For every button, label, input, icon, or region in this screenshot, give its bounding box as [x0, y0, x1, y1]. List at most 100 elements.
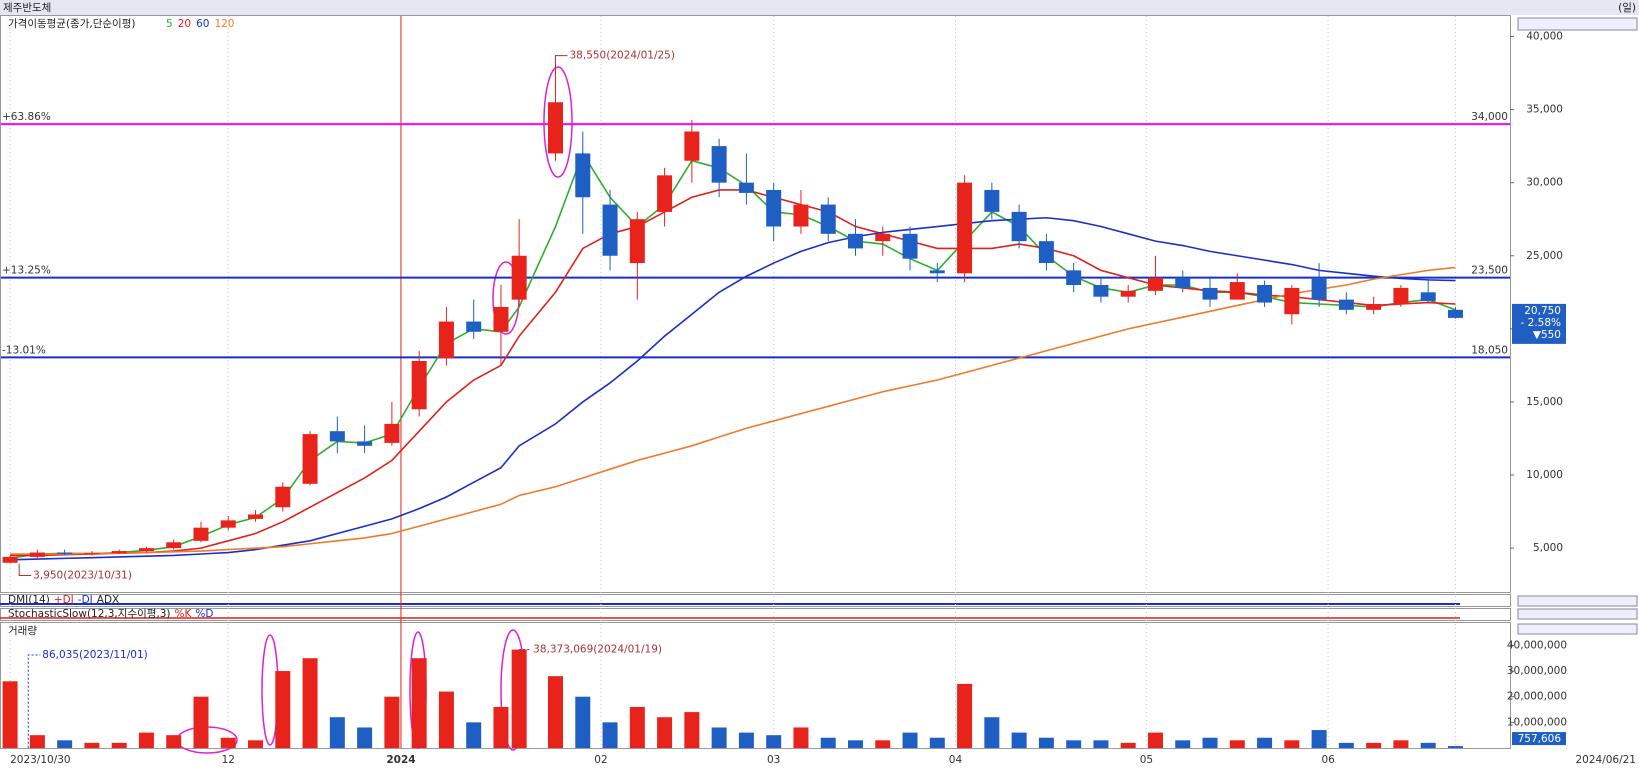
candle-body — [820, 204, 836, 234]
candle-body — [1202, 287, 1218, 300]
candle-body — [875, 233, 891, 242]
y-tick-label: 10,000 — [1526, 469, 1563, 481]
volume-bar — [1420, 742, 1436, 748]
volume-bar — [1147, 732, 1163, 748]
moving-average — [10, 216, 1456, 561]
candle-body — [602, 204, 618, 256]
volume-bar — [138, 732, 154, 748]
candle-body — [248, 514, 264, 519]
reference-label: 34,000 — [1471, 111, 1508, 123]
candle-body — [511, 255, 527, 300]
panel-buttons[interactable] — [1517, 608, 1638, 620]
title-bar — [0, 0, 1639, 15]
candle-body — [193, 527, 209, 541]
window-buttons[interactable] — [1517, 17, 1638, 635]
x-tick-label: 2024 — [386, 754, 415, 766]
volume-bar — [820, 737, 836, 748]
volume-bar — [1284, 740, 1300, 748]
candle-body — [84, 553, 100, 555]
reference-label: 23,500 — [1471, 265, 1508, 277]
candle-body — [1093, 284, 1109, 297]
volume-bar — [329, 717, 345, 748]
volume-bar — [493, 706, 509, 748]
volume-bar — [384, 696, 400, 748]
x-tick-label: 03 — [767, 754, 780, 766]
volume-bar — [1393, 740, 1409, 748]
candle-body — [1393, 287, 1409, 304]
volume-bar — [1093, 740, 1109, 748]
candle-body — [738, 182, 754, 193]
price-panel — [0, 15, 1511, 593]
volume-bar — [984, 717, 1000, 748]
candle-body — [1066, 270, 1082, 285]
candle-body — [847, 233, 863, 249]
x-tick-label: 06 — [1322, 754, 1336, 766]
panel-buttons[interactable] — [1517, 623, 1638, 635]
panel-buttons[interactable] — [1517, 595, 1638, 607]
volume-bar — [1120, 742, 1136, 748]
annotation: 3,950(2023/10/31) — [33, 569, 132, 581]
last-change: - 2.58% — [1521, 317, 1562, 329]
candle-body — [466, 321, 482, 332]
annotation-leader — [27, 654, 41, 748]
volume-bar — [847, 740, 863, 748]
last-price: 20,750 — [1524, 305, 1561, 317]
volume-bar — [738, 732, 754, 748]
last-price-box — [1512, 303, 1566, 344]
candle-body — [1175, 277, 1191, 288]
volume-bar — [929, 737, 945, 748]
volume-bar — [575, 696, 591, 748]
volume-bar — [1066, 740, 1082, 748]
candle-body — [438, 321, 454, 359]
annotation-leader — [18, 563, 32, 576]
volume-bar — [548, 676, 564, 748]
candle-body — [493, 306, 509, 332]
panel-title: StochasticSlow(12,3,지수이평,3) — [8, 608, 171, 620]
candle-body — [793, 204, 809, 227]
y-tick-label: 20,000,000 — [1507, 691, 1567, 703]
candle-body — [166, 542, 182, 549]
annotation-leader — [555, 55, 568, 58]
volume-bar — [1202, 737, 1218, 748]
volume-bar — [438, 691, 454, 748]
candle-body — [657, 175, 673, 212]
volume-bar — [1338, 742, 1354, 748]
volume-bar — [602, 722, 618, 748]
y-tick-label: 40,000,000 — [1507, 639, 1567, 651]
panel-buttons[interactable] — [1517, 17, 1638, 31]
volume-bar — [275, 671, 291, 748]
x-tick-label: 05 — [1140, 754, 1153, 766]
candle-body — [929, 270, 945, 274]
x-tick-label: 2023/10/30 — [10, 754, 71, 766]
volume-bar — [766, 735, 782, 748]
volume-bar — [111, 742, 127, 748]
volume-bar — [1366, 742, 1382, 748]
annotation: 86,035(2023/11/01) — [42, 649, 147, 661]
volume-bar — [220, 737, 236, 748]
panel-legend: %K — [175, 608, 193, 620]
y-tick-label: 30,000,000 — [1507, 665, 1567, 677]
reference-pct: -13.01% — [2, 344, 46, 356]
candle-body — [138, 548, 154, 552]
candle-body — [1120, 290, 1136, 297]
reference-pct: +13.25% — [2, 265, 51, 277]
volume-bar — [411, 658, 427, 748]
candle-body — [1229, 282, 1245, 300]
legend-entry: 120 — [214, 18, 234, 30]
volume-bar — [29, 735, 45, 748]
panel-legend: %D — [195, 608, 213, 620]
x-tick-label: 04 — [949, 754, 963, 766]
candle-body — [1147, 277, 1163, 291]
x-tick-label: 12 — [222, 754, 235, 766]
moving-average — [10, 266, 1456, 555]
y-tick-label: 30,000 — [1526, 177, 1563, 189]
volume-bar — [1038, 737, 1054, 748]
x-tick-label: 02 — [594, 754, 607, 766]
volume-bar — [1229, 740, 1245, 748]
volume-bar — [466, 722, 482, 748]
y-tick-label: 25,000 — [1526, 250, 1563, 262]
candle-body — [984, 189, 1000, 212]
annotation: 38,373,069(2024/01/19) — [533, 644, 662, 656]
x-tick-label: 2024/06/21 — [1575, 754, 1636, 766]
